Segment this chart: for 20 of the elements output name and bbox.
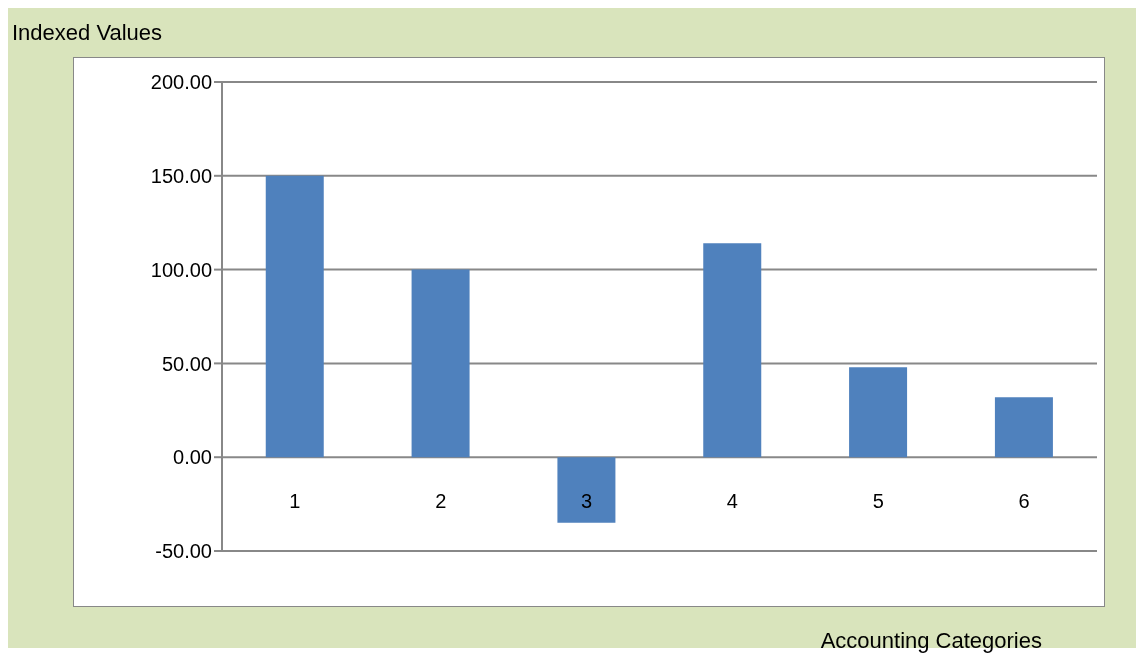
x-tick-label: 5 (872, 489, 884, 512)
bar (703, 243, 762, 458)
x-tick-label: 4 (726, 489, 738, 512)
y-tick-label: 100.00 (150, 258, 212, 281)
y-tick-label: 200.00 (150, 71, 212, 94)
y-axis-title: Indexed Values (12, 20, 163, 46)
x-tick-label: 2 (435, 489, 447, 512)
bar (557, 457, 616, 523)
bar (411, 269, 470, 458)
x-tick-label: 1 (289, 489, 301, 512)
x-axis-title: Accounting Categories (820, 628, 1042, 654)
bar (265, 175, 324, 458)
y-tick-label: -50.00 (155, 540, 212, 563)
y-tick-label: 50.00 (161, 352, 212, 375)
y-tick-label: 0.00 (173, 446, 212, 469)
bar (849, 367, 908, 458)
bar (994, 397, 1053, 458)
x-tick-label: 6 (1018, 489, 1030, 512)
x-tick-label: 3 (581, 489, 593, 512)
y-tick-label: 150.00 (150, 164, 212, 187)
